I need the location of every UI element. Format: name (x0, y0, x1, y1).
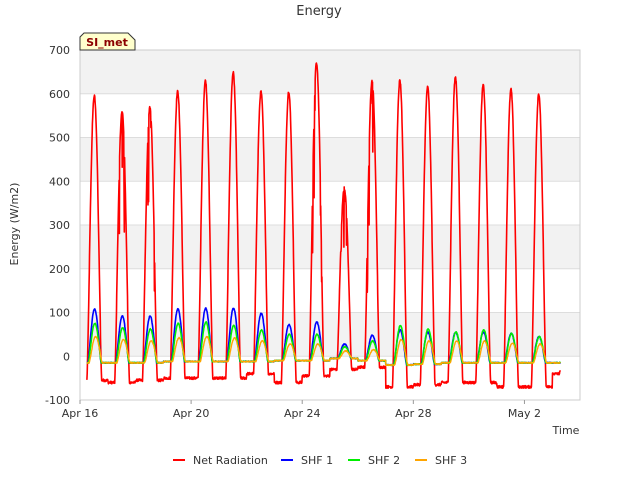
x-tick-label: Apr 28 (395, 407, 432, 420)
plot-background-bands (80, 50, 580, 400)
plot-band (80, 137, 580, 182)
plot-band (80, 181, 580, 225)
legend-label: SHF 3 (435, 454, 467, 467)
legend: Net Radiation SHF 1 SHF 2 SHF 3 (173, 454, 467, 467)
y-tick-label: 400 (49, 175, 70, 188)
x-tick-label: Apr 16 (62, 407, 99, 420)
y-axis-label: Energy (W/m2) (8, 183, 21, 266)
y-tick-label: 100 (49, 307, 70, 320)
plot-frame (79, 49, 581, 401)
y-axis-ticks: -100 0 100 200 300 400 500 600 700 (45, 44, 70, 407)
series-line-shf-3 (86, 335, 561, 367)
legend-label: Net Radiation (193, 454, 268, 467)
x-tick-label: Apr 20 (173, 407, 210, 420)
y-tick-label: 700 (49, 44, 70, 57)
y-tick-label: -100 (45, 394, 70, 407)
x-tick-label: Apr 24 (284, 407, 321, 420)
y-tick-label: 0 (63, 350, 70, 363)
chart-title: Energy (296, 4, 342, 19)
plot-band (80, 93, 580, 138)
legend-label: SHF 2 (368, 454, 400, 467)
plot-band (80, 268, 580, 313)
y-tick-label: 500 (49, 132, 70, 145)
x-tick-label: May 2 (508, 407, 541, 420)
badge-shape (79, 32, 136, 51)
legend-label: SHF 1 (301, 454, 333, 467)
y-tick-label: 600 (49, 88, 70, 101)
plot-band (80, 225, 580, 269)
y-tick-label: 200 (49, 263, 70, 276)
plot-band (80, 312, 580, 357)
site-badge: SI_met (79, 32, 136, 51)
y-tick-label: 300 (49, 219, 70, 232)
series-layer (86, 62, 562, 389)
x-axis-label: Time (552, 424, 580, 437)
x-axis-ticks: Apr 16 Apr 20 Apr 24 Apr 28 May 2 (62, 400, 541, 420)
badge-text: SI_met (86, 36, 128, 49)
series-line-net-radiation (86, 62, 562, 389)
plot-band (80, 50, 580, 94)
